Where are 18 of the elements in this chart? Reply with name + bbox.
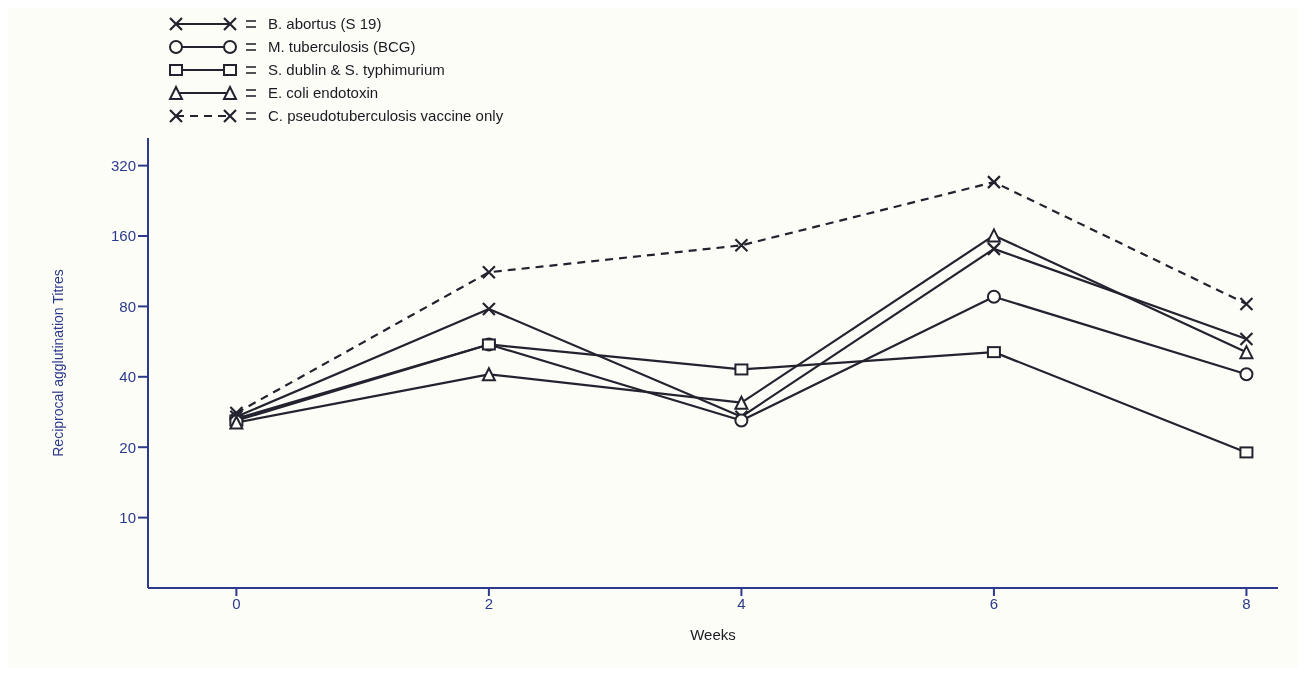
y-tick-label: 160 (110, 227, 136, 245)
x-tick-label: 0 (232, 594, 241, 612)
y-axis-title: Reciprocal agglutination Titres (49, 269, 66, 457)
legend-label: M. tuberculosis (BCG) (268, 38, 416, 55)
y-tick-label: 40 (119, 368, 136, 386)
x-axis-title: Weeks (690, 626, 736, 643)
x-tick-label: 8 (1242, 594, 1251, 612)
x-tick-label: 2 (484, 594, 494, 612)
legend-label: S. dublin & S. typhimurium (268, 61, 445, 78)
x-tick-label: 6 (989, 594, 999, 612)
y-tick-label: 10 (119, 508, 136, 526)
legend-label: B. abortus (S 19) (268, 15, 382, 32)
y-tick-label: 20 (119, 438, 136, 456)
y-tick-label: 80 (119, 297, 136, 315)
y-tick-label: 320 (110, 156, 136, 174)
legend-label: E. coli endotoxin (268, 84, 379, 101)
x-tick-label: 4 (737, 594, 746, 612)
legend-label: C. pseudotuberculosis vaccine only (268, 107, 504, 124)
